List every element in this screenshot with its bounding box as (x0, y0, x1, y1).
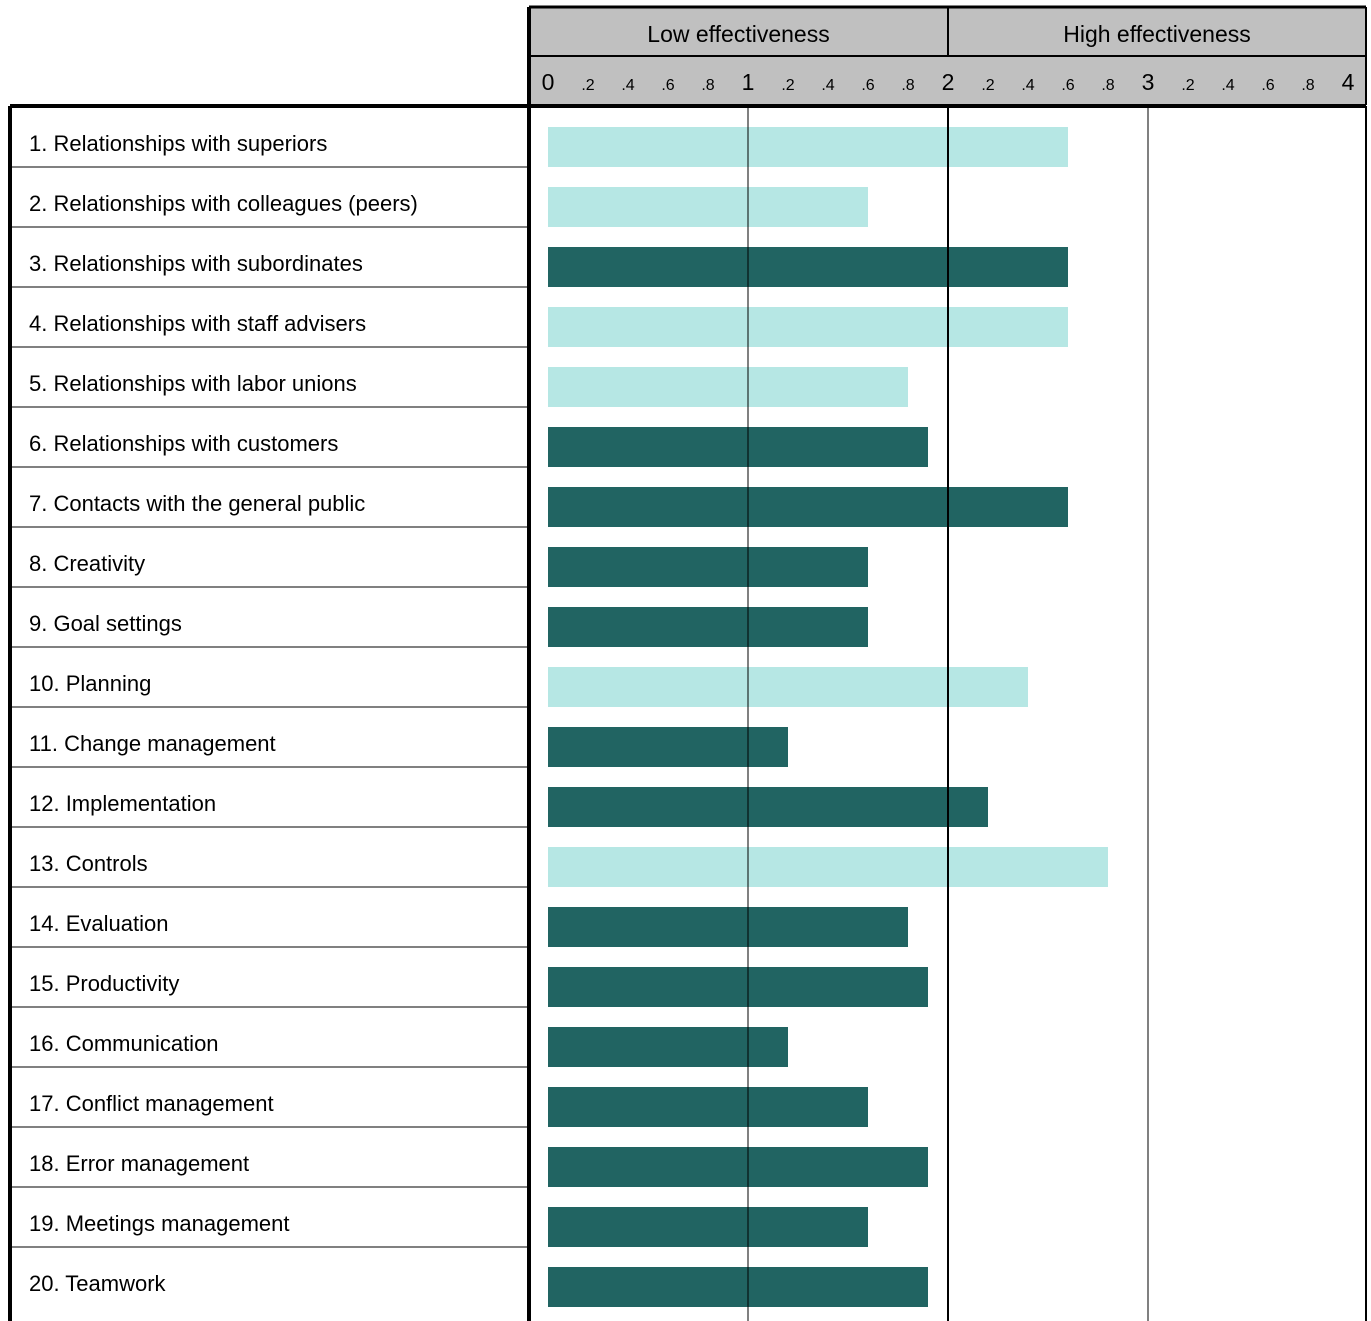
tick-label: .2 (1181, 77, 1194, 94)
tick-label: .2 (581, 77, 594, 94)
frame (8, 5, 1367, 1321)
tick-label: .4 (1021, 77, 1034, 94)
tick-label: .6 (1261, 77, 1274, 94)
bar (548, 967, 928, 1007)
bar (548, 727, 788, 767)
bar (548, 607, 868, 647)
tick-label: .8 (1101, 77, 1114, 94)
category-label: 9. Goal settings (29, 611, 182, 636)
bar (548, 1027, 788, 1067)
tick-label: .4 (1221, 77, 1234, 94)
tick-label: .2 (981, 77, 994, 94)
category-label: 15. Productivity (29, 971, 179, 996)
tick-label: .6 (1061, 77, 1074, 94)
bar (548, 1087, 868, 1127)
bar (548, 907, 908, 947)
category-label: 20. Teamwork (29, 1271, 167, 1296)
gridlines (747, 107, 1149, 1321)
category-label: 10. Planning (29, 671, 151, 696)
tick-label: .8 (1301, 77, 1314, 94)
category-label: 11. Change management (29, 731, 276, 756)
category-label: 13. Controls (29, 851, 148, 876)
header-band-label: High effectiveness (1063, 21, 1251, 47)
category-label: 4. Relationships with staff advisers (29, 311, 366, 336)
tick-label: .6 (661, 77, 674, 94)
tick-labels: 0 .2 .4 .6 .8 1 .2 .4 .6 .8 2 .2 .4 .6 .8 3 .2 .4 .6 .8 4 (542, 69, 1355, 95)
tick-label: 2 (942, 69, 955, 95)
category-label: 19. Meetings management (29, 1211, 290, 1236)
bars (548, 127, 1108, 1307)
bar (548, 427, 928, 467)
bar (548, 187, 868, 227)
category-label: 8. Creativity (29, 551, 145, 576)
bar (548, 247, 1068, 287)
tick-label: 3 (1142, 69, 1155, 95)
category-label: 17. Conflict management (29, 1091, 274, 1116)
bar (548, 787, 988, 827)
category-label: 7. Contacts with the general public (29, 491, 365, 516)
tick-label: 1 (742, 69, 755, 95)
bar (548, 1267, 928, 1307)
category-rows: 1. Relationships with superiors 2. Relati… (10, 131, 529, 1296)
bar (548, 487, 1068, 527)
category-label: 3. Relationships with subordinates (29, 251, 363, 276)
category-label: 5. Relationships with labor unions (29, 371, 357, 396)
category-label: 2. Relationships with colleagues (peers) (29, 191, 418, 216)
tick-label: .2 (781, 77, 794, 94)
bar (548, 547, 868, 587)
tick-label: 0 (542, 69, 555, 95)
bar (548, 667, 1028, 707)
bar (548, 1207, 868, 1247)
bar (548, 1147, 928, 1187)
tick-label: 4 (1342, 69, 1355, 95)
category-label: 12. Implementation (29, 791, 216, 816)
category-label: 16. Communication (29, 1031, 219, 1056)
tick-label: .6 (861, 77, 874, 94)
tick-label: .4 (621, 77, 634, 94)
tick-label: .4 (821, 77, 834, 94)
bar (548, 847, 1108, 887)
category-label: 6. Relationships with customers (29, 431, 338, 456)
tick-band-bg (529, 56, 1366, 105)
bar (548, 127, 1068, 167)
category-label: 14. Evaluation (29, 911, 168, 936)
bar (548, 367, 908, 407)
tick-label: .8 (901, 77, 914, 94)
header-band-label: Low effectiveness (647, 21, 829, 47)
bar (548, 307, 1068, 347)
category-label: 1. Relationships with superiors (29, 131, 327, 156)
tick-label: .8 (701, 77, 714, 94)
category-label: 18. Error management (29, 1151, 249, 1176)
